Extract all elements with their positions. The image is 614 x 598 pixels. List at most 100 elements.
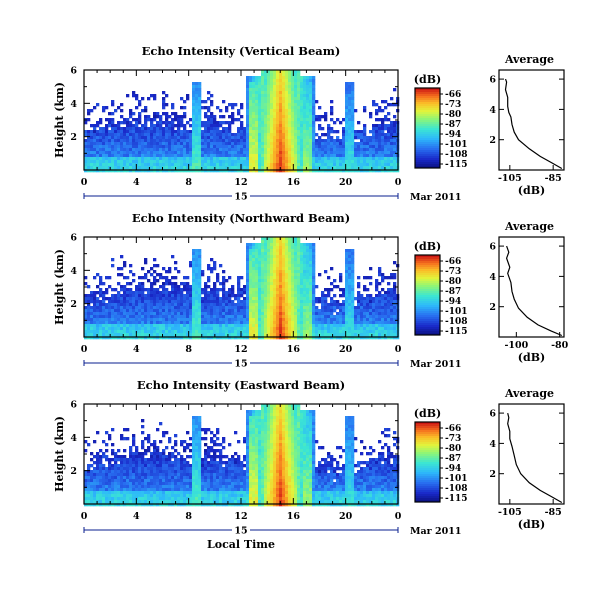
heatmap-cell [153, 166, 157, 170]
heatmap-cell [282, 333, 286, 337]
heatmap-cell [102, 163, 106, 167]
heatmap-cell [198, 82, 202, 86]
heatmap-cell [282, 267, 286, 271]
heatmap-cell [291, 70, 295, 74]
heatmap-cell [273, 264, 277, 268]
heatmap-cell [219, 282, 223, 286]
heatmap-cell [300, 109, 304, 113]
heatmap-cell [150, 130, 154, 134]
heatmap-cell [276, 309, 280, 313]
heatmap-cell [273, 85, 277, 89]
heatmap-cell [96, 327, 100, 331]
heatmap-cell [111, 309, 115, 313]
heatmap-cell [309, 124, 313, 128]
heatmap-cell [159, 154, 163, 158]
heatmap-cell [330, 166, 334, 170]
heatmap-cell [249, 115, 253, 119]
heatmap-cell [381, 288, 385, 292]
heatmap-cell [258, 154, 262, 158]
heatmap-cell [219, 121, 223, 125]
heatmap-cell [258, 118, 262, 122]
heatmap-cell [138, 115, 142, 119]
heatmap-cell [102, 315, 106, 319]
y-tick-label: 4 [70, 266, 77, 277]
heatmap-cell [180, 148, 184, 152]
heatmap-cell [261, 157, 265, 161]
heatmap-cell [237, 127, 241, 131]
heatmap-cell [228, 169, 232, 173]
heatmap-cell [363, 324, 367, 328]
heatmap-cell [264, 133, 268, 137]
heatmap-cell [96, 318, 100, 322]
heatmap-cell [345, 309, 349, 313]
heatmap-cell [330, 267, 334, 271]
heatmap-cell [378, 142, 382, 146]
heatmap-cell [279, 82, 283, 86]
heatmap-cell [318, 169, 322, 173]
heatmap-cell [282, 315, 286, 319]
heatmap-cell [303, 258, 307, 262]
heatmap-cell [207, 169, 211, 173]
heatmap-cell [252, 273, 256, 277]
heatmap-cell [93, 166, 97, 170]
heatmap-cell [123, 312, 127, 316]
heatmap-cell [384, 327, 388, 331]
heatmap-cell [210, 303, 214, 307]
heatmap-cell [288, 106, 292, 110]
heatmap-cell [123, 142, 127, 146]
heatmap-cell [201, 124, 205, 128]
heatmap-cell [309, 324, 313, 328]
heatmap-cell [216, 127, 220, 131]
heatmap-cell [291, 127, 295, 131]
heatmap-cell [270, 85, 274, 89]
heatmap-cell [240, 166, 244, 170]
heatmap-cell [159, 336, 163, 340]
heatmap-cell [261, 70, 265, 74]
heatmap-cell [348, 309, 352, 313]
heatmap-cell [150, 330, 154, 334]
heatmap-cell [192, 279, 196, 283]
heatmap-cell [354, 169, 358, 173]
heatmap-cell [291, 157, 295, 161]
heatmap-cell [384, 312, 388, 316]
heatmap-cell [234, 145, 238, 149]
heatmap-cell [333, 285, 337, 289]
heatmap-cell [312, 142, 316, 146]
heatmap-cell [306, 282, 310, 286]
heatmap-cell [324, 336, 328, 340]
heatmap-cell [339, 309, 343, 313]
heatmap-cell [105, 324, 109, 328]
heatmap-cell [93, 106, 97, 110]
heatmap-cell [294, 306, 298, 310]
heatmap-cell [390, 127, 394, 131]
heatmap-cell [150, 312, 154, 316]
heatmap-cell [312, 294, 316, 298]
heatmap-cell [228, 312, 232, 316]
heatmap-cell [126, 297, 130, 301]
heatmap-cell [192, 112, 196, 116]
heatmap-cell [84, 485, 88, 489]
heatmap-cell [132, 330, 136, 334]
heatmap-cell [210, 315, 214, 319]
heatmap-cell [147, 157, 151, 161]
heatmap-cell [171, 324, 175, 328]
heatmap-cell [321, 133, 325, 137]
heatmap-cell [288, 288, 292, 292]
heatmap-cell [189, 318, 193, 322]
heatmap-cell [99, 127, 103, 131]
heatmap-cell [99, 163, 103, 167]
heatmap-cell [159, 139, 163, 143]
heatmap-cell [375, 300, 379, 304]
heatmap-cell [375, 145, 379, 149]
heatmap-cell [273, 160, 277, 164]
heatmap-cell [240, 154, 244, 158]
heatmap-cell [291, 154, 295, 158]
heatmap-cell [306, 246, 310, 250]
heatmap-cell [213, 264, 217, 268]
heatmap-cell [108, 336, 112, 340]
heatmap-cell [192, 288, 196, 292]
heatmap-cell [279, 163, 283, 167]
heatmap-cell [270, 82, 274, 86]
heatmap-cell [291, 276, 295, 280]
heatmap-cell [123, 264, 127, 268]
